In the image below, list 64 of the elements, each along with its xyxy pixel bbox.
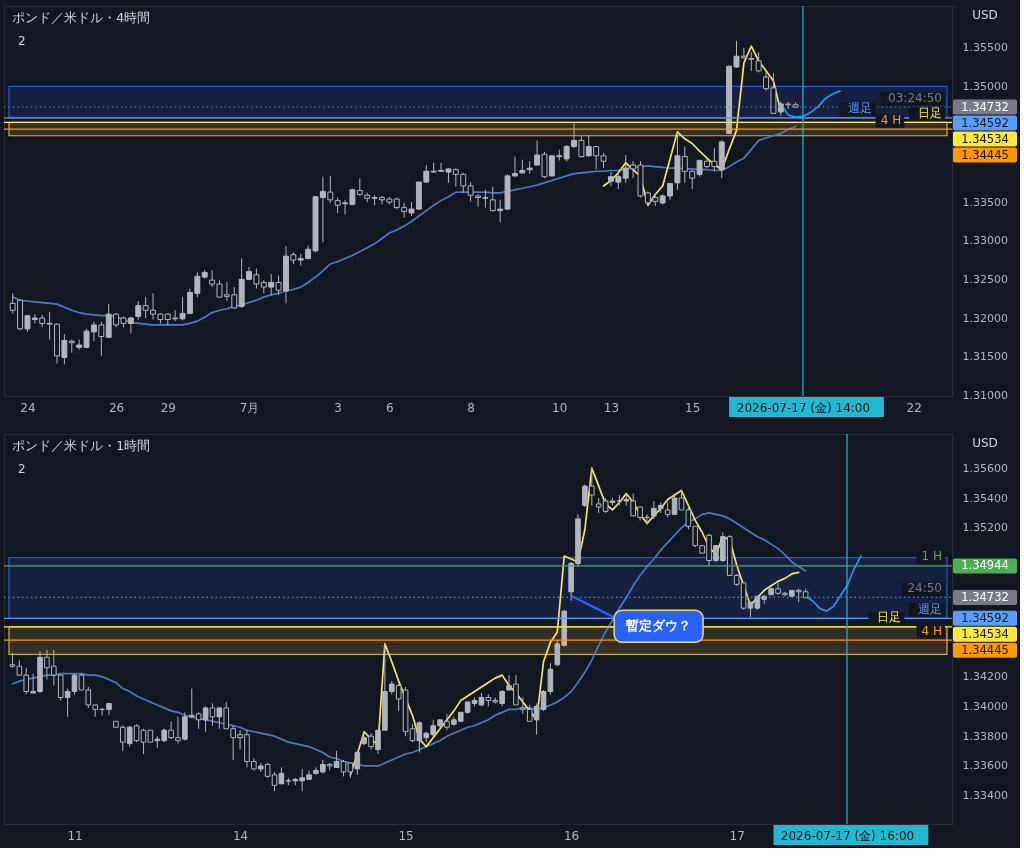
x-tick-label: 11 (67, 828, 83, 843)
ref-line-label: 1.34445 (961, 147, 1009, 162)
x-tick-label: 15 (685, 400, 701, 415)
y-tick-label: 1.34200 (962, 670, 1008, 684)
ref-line-label: 1.34445 (961, 642, 1009, 657)
y-tick-label: 1.33400 (962, 789, 1008, 803)
annotation: 2 (18, 462, 26, 476)
candlestick (748, 51, 755, 72)
ref-line-label: 1.34534 (961, 131, 1009, 146)
y-axis-title: USD (972, 436, 998, 450)
x-tick-label: 13 (603, 400, 620, 415)
y-tick-label: 1.35000 (962, 79, 1008, 93)
annotation: 4 H (880, 112, 902, 127)
line-series (11, 125, 797, 326)
chart-title: ポンド／米ドル・4時間 (12, 10, 151, 25)
annotation: 日足 (877, 610, 902, 625)
annotation: 暫定ダウ？ (626, 618, 692, 634)
annotation: 2 (18, 34, 26, 48)
y-tick-label: 1.32000 (962, 311, 1008, 325)
x-tick-label: 17 (729, 828, 745, 843)
x-tick-label: 2026-07-17 (金) 16:00 (780, 828, 915, 843)
ref-line-label: 1.34732 (961, 99, 1009, 114)
annotation: 24:50 (907, 580, 942, 595)
ref-line-label: 1.34944 (961, 558, 1009, 573)
line-series (349, 467, 800, 776)
line-series (602, 45, 782, 207)
chart-title: ポンド／米ドル・1時間 (12, 438, 151, 453)
x-tick-label: 26 (108, 400, 125, 415)
x-tick-label: 8 (467, 400, 475, 415)
y-tick-label: 1.35200 (962, 521, 1008, 535)
x-tick-label: 24 (20, 400, 36, 415)
annotation: 03:24:50 (888, 90, 942, 105)
annotation: 週足 (918, 601, 942, 616)
ref-line-label: 1.34732 (961, 589, 1009, 604)
x-tick-label: 22 (906, 400, 922, 415)
y-tick-label: 1.33000 (962, 234, 1008, 248)
ref-line-label: 1.34592 (961, 610, 1009, 625)
y-tick-label: 1.31000 (962, 388, 1008, 402)
ref-line-label: 1.34592 (961, 115, 1009, 130)
y-tick-label: 1.33800 (962, 729, 1008, 743)
y-tick-label: 1.35600 (962, 461, 1008, 475)
y-tick-label: 1.35400 (962, 491, 1008, 505)
annotation: 週足 (848, 101, 873, 116)
y-tick-label: 1.34000 (962, 699, 1008, 713)
y-axis-title: USD (972, 8, 998, 22)
annotation: 日足 (918, 105, 942, 120)
annotation: 4 H (921, 623, 942, 638)
x-tick-label: 14 (232, 828, 249, 843)
x-tick-label: 2026-07-17 (金) 14:00 (736, 400, 871, 415)
y-tick-label: 1.32500 (962, 272, 1008, 286)
x-tick-label: 10 (552, 400, 568, 415)
y-tick-label: 1.35500 (962, 41, 1008, 55)
x-tick-label: 7月 (239, 400, 260, 415)
x-tick-label: 29 (160, 400, 176, 415)
x-tick-label: 15 (398, 828, 414, 843)
annotation: 1 H (921, 549, 942, 564)
x-tick-label: 6 (386, 400, 394, 415)
y-tick-label: 1.31500 (962, 350, 1008, 364)
candlestick (135, 300, 142, 321)
x-tick-label: 3 (334, 400, 342, 415)
y-tick-label: 1.33500 (962, 195, 1008, 209)
ref-line-label: 1.34534 (961, 626, 1009, 641)
x-tick-label: 16 (563, 828, 580, 843)
y-tick-label: 1.33600 (962, 759, 1008, 773)
